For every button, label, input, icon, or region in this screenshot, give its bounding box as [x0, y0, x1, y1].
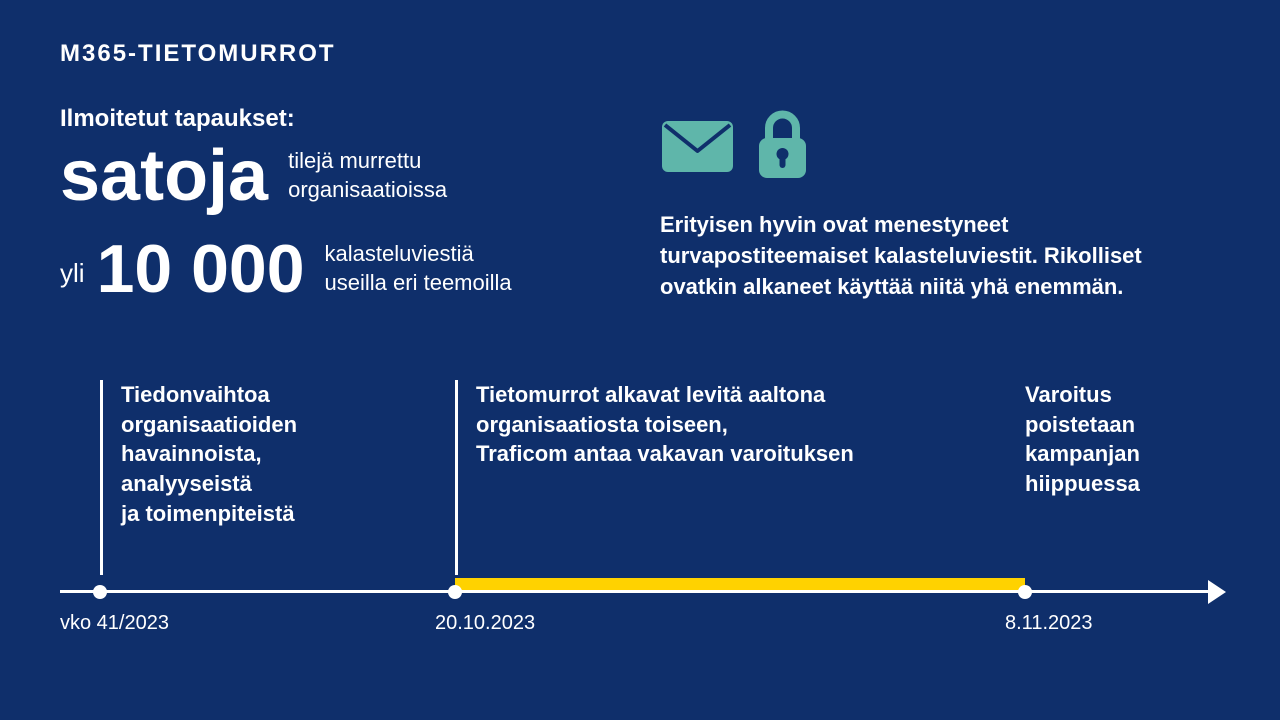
timeline-date: 20.10.2023	[435, 612, 535, 635]
stat-row-1: satoja tilejä murrettu organisaatioissa	[60, 140, 447, 212]
timeline-dot	[1018, 585, 1032, 599]
timeline-event: Tiedonvaihtoa organisaatioiden havainnoi…	[100, 380, 297, 575]
description-text: Erityisen hyvin ovat menestyneet turvapo…	[660, 210, 1200, 302]
page-title: M365-TIETOMURROT	[60, 40, 336, 68]
stat-row-2: yli 10 000 kalasteluviestiä useilla eri …	[60, 235, 512, 303]
stat2-desc: kalasteluviestiä useilla eri teemoilla	[325, 240, 512, 297]
stat2-value: 10 000	[97, 235, 305, 303]
timeline-event: Varoitus poistetaan kampanjan hiippuessa	[1025, 380, 1140, 575]
timeline-date: 8.11.2023	[1005, 612, 1093, 635]
envelope-icon	[660, 119, 735, 179]
timeline-arrow	[1208, 580, 1226, 604]
timeline-event-text: Tiedonvaihtoa organisaatioiden havainnoi…	[100, 380, 297, 575]
timeline-axis	[60, 590, 1220, 593]
subtitle: Ilmoitetut tapaukset:	[60, 105, 295, 133]
timeline-dot	[93, 585, 107, 599]
lock-icon	[755, 110, 810, 187]
icon-group	[660, 110, 810, 187]
timeline-event-text: Varoitus poistetaan kampanjan hiippuessa	[1025, 380, 1140, 575]
timeline-event-text: Tietomurrot alkavat levitä aaltona organ…	[455, 380, 854, 575]
stat1-desc: tilejä murrettu organisaatioissa	[288, 147, 447, 204]
timeline-dot	[448, 585, 462, 599]
stat1-value: satoja	[60, 140, 268, 212]
timeline-date: vko 41/2023	[60, 612, 169, 635]
stat2-prefix: yli	[60, 258, 85, 303]
timeline-event: Tietomurrot alkavat levitä aaltona organ…	[455, 380, 854, 575]
